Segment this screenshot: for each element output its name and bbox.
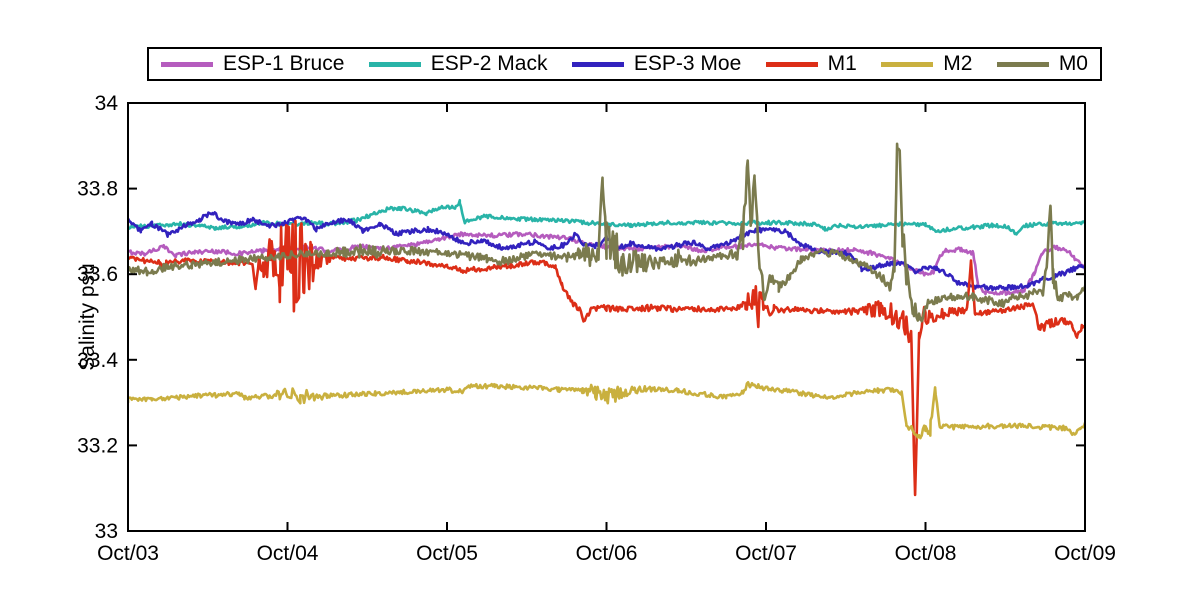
- legend-line-swatch-m0: [996, 61, 1049, 67]
- legend-label-esp-1-bruce: ESP-1 Bruce: [223, 52, 345, 75]
- legend-line-swatch-m1: [765, 61, 818, 67]
- legend-item-esp-2-mack: ESP-2 Mack: [368, 52, 548, 76]
- x-tick-label: Oct/05: [416, 542, 478, 565]
- legend-item-m2: M2: [881, 52, 972, 76]
- y-tick-label: 33.4: [77, 349, 118, 372]
- series-line-m0: [128, 142, 1085, 323]
- y-tick-label: 34: [95, 92, 119, 115]
- x-tick-label: Oct/03: [97, 542, 159, 565]
- legend-item-m0: M0: [996, 52, 1088, 76]
- x-tick-label: Oct/08: [895, 542, 957, 565]
- legend-label-esp-2-mack: ESP-2 Mack: [430, 52, 548, 75]
- legend-label-m2: M2: [943, 52, 973, 75]
- axes-box: [127, 102, 1086, 532]
- y-tick-label: 33.2: [77, 434, 118, 457]
- series-line-m1: [128, 219, 1085, 497]
- legend-line-swatch-esp-2-mack: [368, 61, 421, 67]
- x-tick-label: Oct/04: [257, 542, 319, 565]
- x-tick-label: Oct/06: [576, 542, 638, 565]
- x-tick-label: Oct/07: [735, 542, 797, 565]
- legend-line-swatch-esp-3-moe: [571, 61, 624, 67]
- y-tick-label: 33.6: [77, 263, 118, 286]
- y-axis-label: Salinity psu: [76, 263, 99, 371]
- legend-item-esp-3-moe: ESP-3 Moe: [571, 52, 742, 76]
- legend-line-swatch-m2: [881, 61, 934, 67]
- legend-line-swatch-esp-1-bruce: [161, 61, 213, 67]
- y-tick-label: 33: [95, 520, 118, 543]
- series-group: [128, 142, 1085, 497]
- legend-item-m1: M1: [765, 52, 857, 76]
- legend-label-m1: M1: [827, 52, 857, 75]
- series-line-m2: [128, 380, 1085, 440]
- legend-item-esp-1-bruce: ESP-1 Bruce: [161, 52, 344, 76]
- legend-label-esp-3-moe: ESP-3 Moe: [633, 52, 742, 75]
- y-tick-label: 33.8: [77, 178, 118, 201]
- x-tick-label: Oct/09: [1054, 542, 1116, 565]
- legend-box: ESP-1 Bruce ESP-2 Mack ESP-3 Moe M1 M2 M0: [147, 47, 1102, 81]
- legend-label-m0: M0: [1058, 52, 1088, 75]
